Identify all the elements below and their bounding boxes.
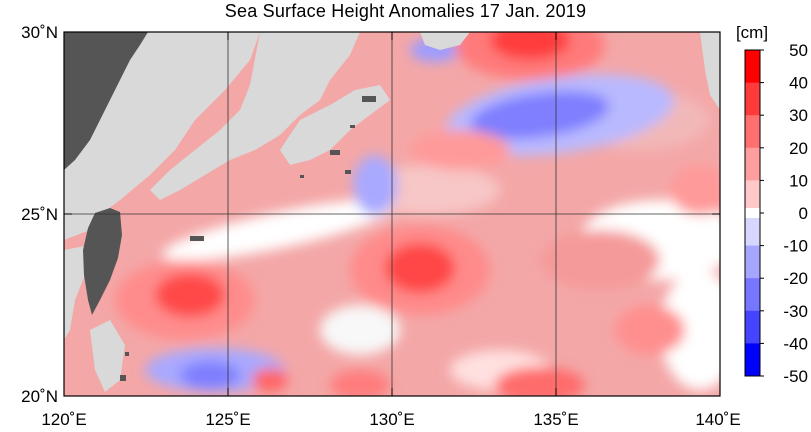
lon-tick-label: 125˚E <box>205 410 250 429</box>
map-area <box>64 32 720 396</box>
colorbar-zero-band <box>745 208 760 218</box>
colorbar-swatch <box>745 213 760 247</box>
tick-marks <box>63 31 721 397</box>
grid-lines <box>64 32 720 396</box>
colorbar-tick-label: -20 <box>783 269 808 288</box>
colorbar-swatch <box>745 147 760 181</box>
lon-tick-label: 130˚E <box>369 410 414 429</box>
colorbar-swatch <box>745 343 760 377</box>
colorbar-tick-label: 40 <box>789 74 808 93</box>
colorbar-tick-label: -50 <box>783 367 808 386</box>
taiwan-island <box>83 208 122 315</box>
anomaly-field <box>115 32 720 396</box>
map-title: Sea Surface Height Anomalies 17 Jan. 201… <box>224 1 587 21</box>
lon-tick-label: 135˚E <box>533 410 578 429</box>
colorbar: [cm] 50 40 30 20 10 0 -10 -20 -30 -40 -50 <box>736 23 808 386</box>
colorbar-tick-label: 50 <box>789 41 808 60</box>
colorbar-swatch <box>745 180 760 214</box>
colorbar-unit-label: [cm] <box>736 23 768 42</box>
colorbar-swatch <box>745 310 760 344</box>
colorbar-swatch <box>745 82 760 116</box>
colorbar-tick-label: -10 <box>783 237 808 256</box>
colorbar-tick-label: 20 <box>789 139 808 158</box>
colorbar-tick-label: -30 <box>783 302 808 321</box>
lon-tick-label: 120˚E <box>41 410 86 429</box>
colorbar-labels: 50 40 30 20 10 0 -10 -20 -30 -40 -50 <box>760 41 808 386</box>
colorbar-swatch <box>745 115 760 149</box>
colorbar-tick-label: 30 <box>789 106 808 125</box>
colorbar-tick-label: -40 <box>783 334 808 353</box>
island-shapes <box>64 32 376 381</box>
colorbar-tick-label: 10 <box>789 171 808 190</box>
colorbar-swatches <box>745 50 760 377</box>
colorbar-swatch <box>745 50 760 84</box>
colorbar-swatch <box>745 278 760 312</box>
colorbar-tick-label: 0 <box>799 204 808 223</box>
lat-tick-label: 25˚N <box>21 205 58 224</box>
colorbar-swatch <box>745 245 760 279</box>
lat-tick-label: 30˚N <box>21 23 58 42</box>
lat-tick-label: 20˚N <box>21 387 58 406</box>
lon-tick-label: 140˚E <box>695 410 740 429</box>
